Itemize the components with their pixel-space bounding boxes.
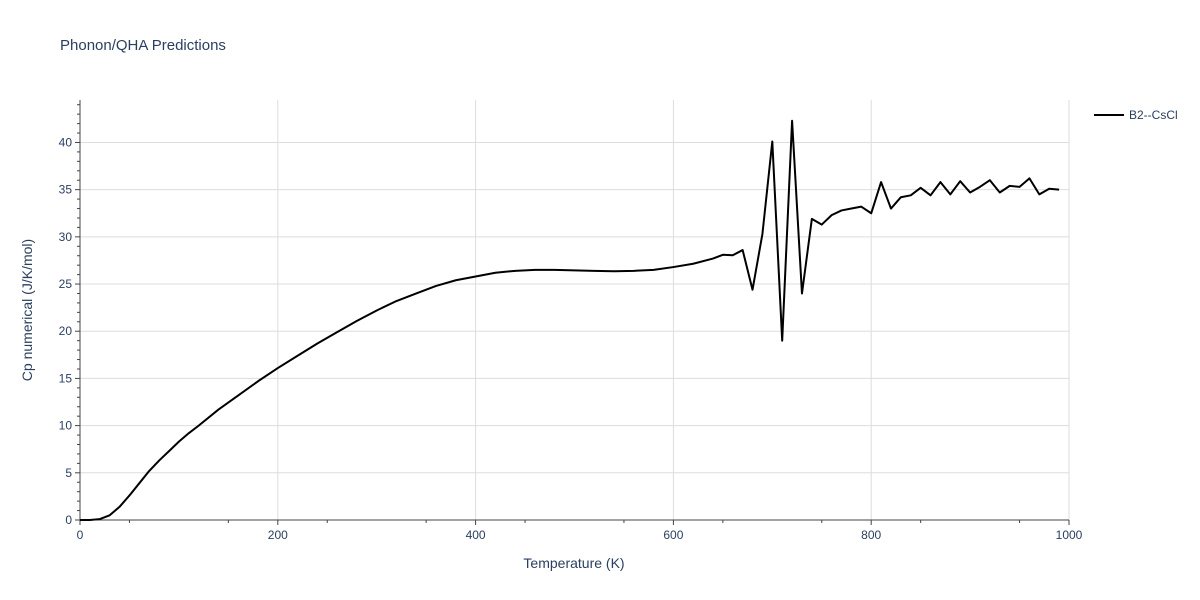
x-axis-title: Temperature (K) [523,555,624,571]
tick-labels: 0 200 400 600 800 1000 0 5 10 15 20 25 30 35 40 [59,135,1083,542]
x-tick-label: 0 [77,528,84,542]
x-tick-label: 600 [663,528,683,542]
y-tick-label: 30 [59,230,73,244]
series-line-0[interactable] [80,119,1060,521]
gridlines [80,100,1070,520]
legend[interactable]: B2--CsCl [1094,108,1178,122]
y-tick-label: 15 [59,371,73,385]
x-tick-label: 400 [466,528,486,542]
axes [75,100,1070,525]
chart-title: Phonon/QHA Predictions [60,37,226,54]
y-tick-label: 25 [59,277,73,291]
y-tick-label: 0 [65,513,72,527]
y-axis-title: Cp numerical (J/K/mol) [19,239,35,381]
legend-label[interactable]: B2--CsCl [1129,108,1178,122]
y-tick-label: 5 [65,466,72,480]
x-tick-label: 1000 [1056,528,1083,542]
x-tick-label: 800 [861,528,881,542]
x-tick-label: 200 [268,528,288,542]
y-tick-label: 40 [59,135,73,149]
y-tick-label: 35 [59,183,73,197]
y-tick-label: 10 [59,419,73,433]
y-tick-label: 20 [59,324,73,338]
series-lines [80,119,1060,521]
